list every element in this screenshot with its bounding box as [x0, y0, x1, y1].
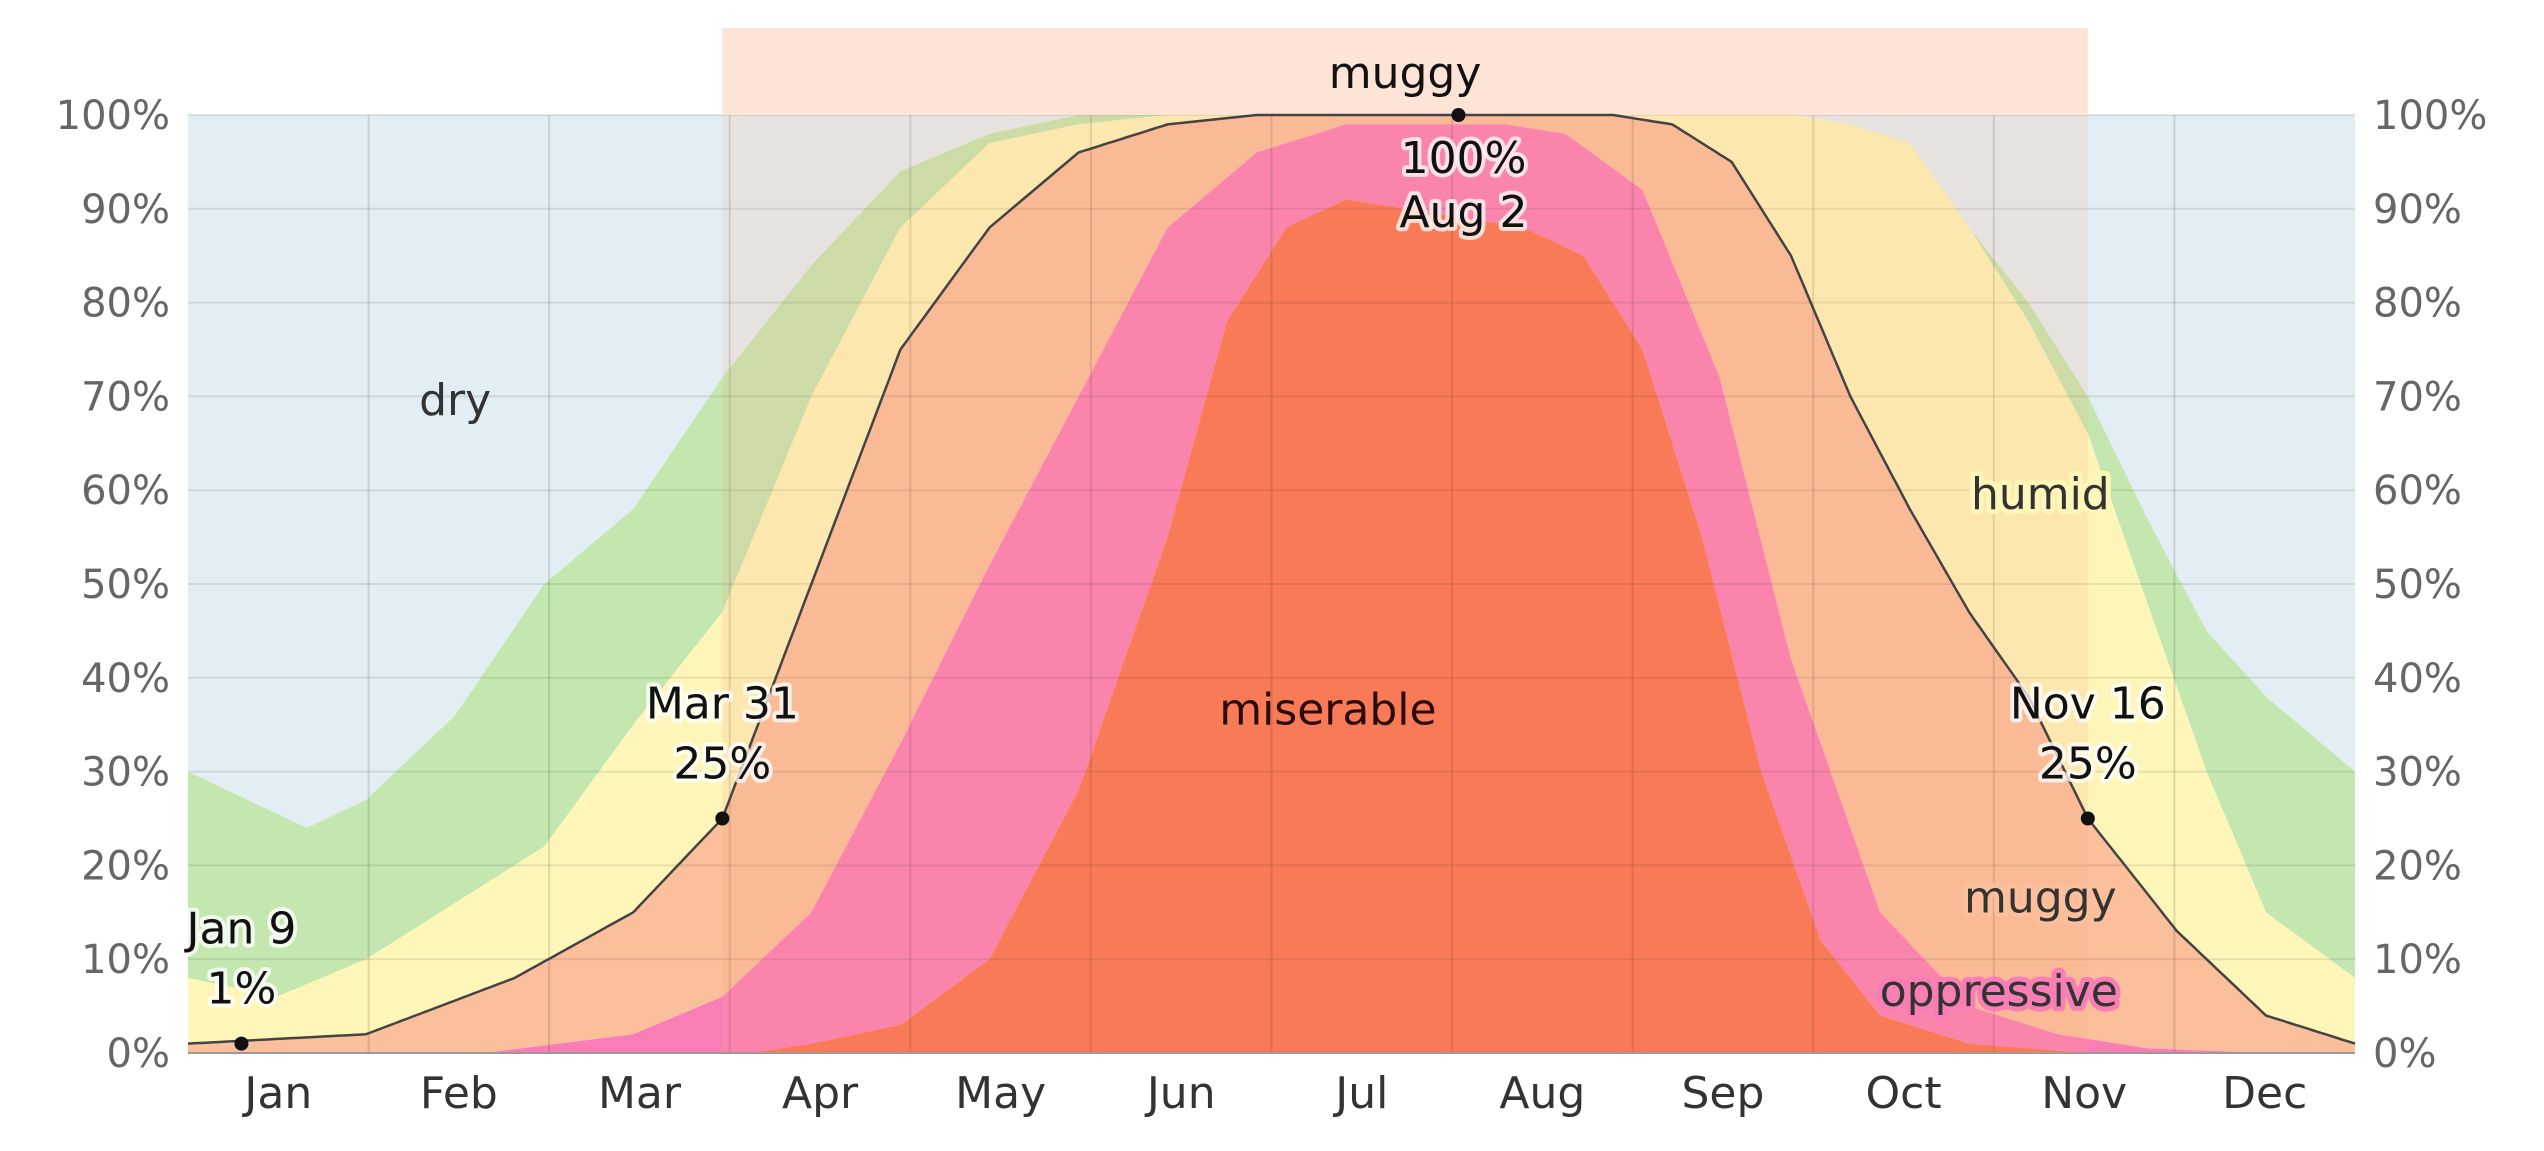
annotation-point — [2080, 811, 2095, 826]
annotation-date: Nov 16 — [2010, 679, 2166, 730]
month-label: Apr — [782, 1068, 859, 1119]
y-tick-right: 100% — [2373, 93, 2487, 139]
annotation-date-halo: Mar 31 — [646, 679, 799, 730]
y-tick-left: 80% — [81, 281, 170, 327]
y-tick-left: 50% — [81, 562, 170, 608]
band-label-oppressive-halo: oppressive — [1880, 966, 2118, 1017]
annotation-point — [715, 811, 730, 826]
band-label-dry: dry — [419, 375, 491, 426]
y-tick-right: 30% — [2373, 750, 2462, 796]
annotation-point — [1451, 108, 1466, 122]
y-tick-left: 60% — [81, 468, 170, 514]
band-label-humid-halo: humid — [1971, 469, 2110, 520]
y-tick-right: 20% — [2373, 843, 2462, 889]
annotation-date-halo: Jan 9 — [184, 904, 297, 955]
band-dry — [188, 115, 2355, 828]
y-tick-right: 50% — [2373, 562, 2462, 608]
axis-layer: 0% 0% 10% 10% 20% 20% 30% 30% 40% 40% 50% 50% 60% 60%… — [56, 93, 2488, 1119]
annotation-date: Mar 31 — [646, 679, 799, 730]
annotation-value-halo: 25% — [673, 739, 771, 790]
month-label: Aug — [1499, 1068, 1585, 1119]
y-tick-right: 70% — [2373, 374, 2462, 420]
y-tick-right: 40% — [2373, 656, 2462, 702]
band-label-miserable: miserable — [1219, 685, 1436, 736]
month-label: May — [955, 1068, 1046, 1119]
annotation-date: Jan 9 — [184, 904, 297, 955]
bands-layer — [188, 115, 2355, 1053]
annotation-date: Aug 2 — [1400, 187, 1528, 238]
y-tick-left: 70% — [81, 374, 170, 420]
month-label: Nov — [2041, 1068, 2127, 1119]
y-tick-left: 40% — [81, 656, 170, 702]
band-label-muggy-halo: muggy — [1964, 872, 2117, 923]
month-label: Feb — [420, 1068, 498, 1119]
band-oppressive — [188, 124, 2355, 1053]
grid-layer — [188, 114, 2355, 1054]
month-label: Jun — [1144, 1068, 1216, 1119]
y-tick-left: 30% — [81, 750, 170, 796]
month-label: Mar — [598, 1068, 682, 1119]
annotation-value-halo: 1% — [207, 964, 277, 1015]
month-label: Jul — [1332, 1068, 1388, 1119]
y-tick-left: 20% — [81, 843, 170, 889]
annotation-point — [234, 1036, 249, 1051]
annotation-value-halo: 100% — [1401, 133, 1527, 184]
y-tick-right: 80% — [2373, 281, 2462, 327]
month-label: Dec — [2222, 1068, 2307, 1119]
y-tick-right: 90% — [2373, 187, 2462, 233]
annotation-value: 1% — [207, 964, 277, 1015]
y-tick-left: 0% — [107, 1031, 170, 1077]
month-label: Oct — [1866, 1068, 1942, 1119]
y-tick-left: 90% — [81, 187, 170, 233]
band-comfortable — [188, 115, 2355, 997]
y-tick-right: 60% — [2373, 468, 2462, 514]
y-tick-left: 10% — [81, 937, 170, 983]
month-label: Jan — [241, 1068, 312, 1119]
y-tick-left: 100% — [56, 93, 170, 139]
band-miserable — [188, 199, 2355, 1053]
muggy-probability-line — [187, 113, 2356, 1045]
band-label-oppressive: oppressive — [1880, 966, 2118, 1017]
muggy-period-layer: muggy — [187, 28, 2356, 1053]
band-humid — [188, 115, 2355, 1044]
band-label-layer: dryhumidhumidmuggymuggyoppressiveoppress… — [419, 375, 2123, 1022]
band-label-humid: humid — [1971, 469, 2110, 520]
annotation-date-halo: Aug 2 — [1400, 187, 1528, 238]
muggy-period-band-top — [722, 28, 2088, 115]
annotation-value-halo: 25% — [2039, 739, 2137, 790]
month-label: Sep — [1681, 1068, 1764, 1119]
annotation-value: 100% — [1401, 133, 1527, 184]
muggy-period-shade — [722, 115, 2088, 1053]
y-tick-right: 0% — [2373, 1031, 2436, 1077]
band-muggy — [188, 115, 2355, 1053]
y-tick-right: 10% — [2373, 937, 2462, 983]
annotation-value: 25% — [2039, 739, 2137, 790]
band-label-muggy: muggy — [1964, 872, 2117, 923]
annotation-value: 25% — [673, 739, 771, 790]
annotation-date-halo: Nov 16 — [2010, 679, 2166, 730]
muggy-period-label: muggy — [1329, 48, 1482, 99]
